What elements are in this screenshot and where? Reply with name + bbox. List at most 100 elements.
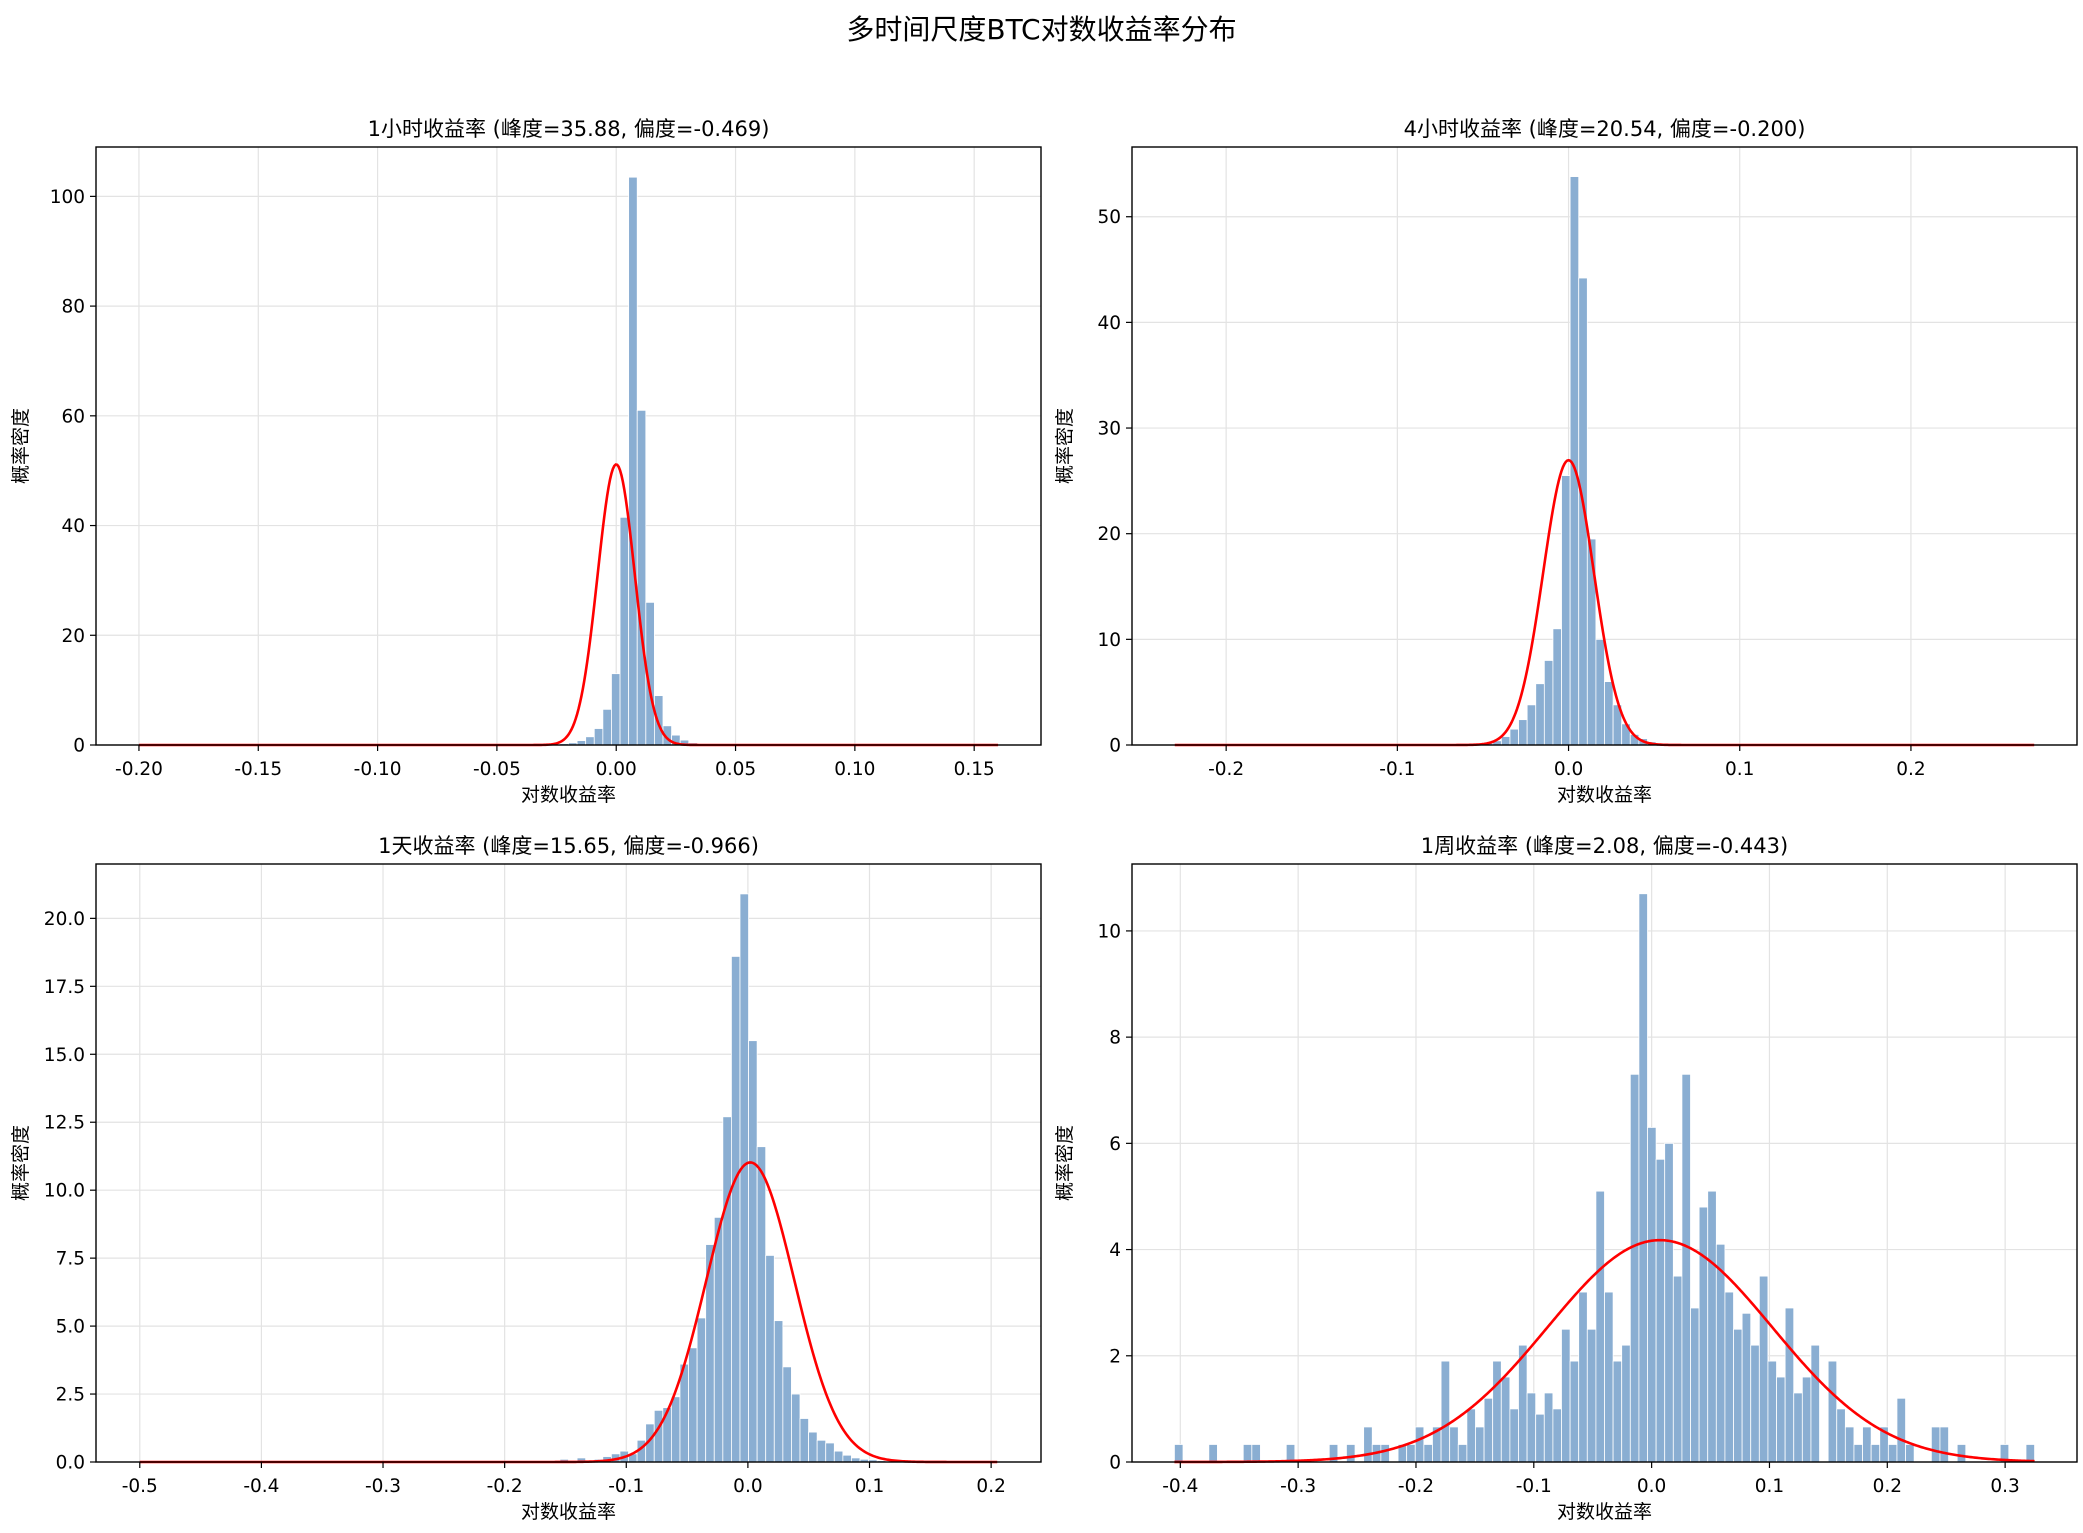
histogram-bar — [765, 1255, 775, 1463]
x-tick-label: 0.0 — [1554, 759, 1583, 780]
x-tick-label: 0.0 — [1637, 1476, 1666, 1497]
histogram-bar — [585, 736, 595, 746]
x-tick-label: 0.1 — [855, 1476, 884, 1497]
histogram-bar — [1905, 1444, 1915, 1463]
x-tick-label: -0.1 — [608, 1476, 644, 1497]
histogram-bar — [602, 708, 612, 746]
subplot-1d-returns: -0.5 -0.4 -0.3 -0.2 -0.1 0.0 0.1 0.2 0.0 2.5 5.0 7.… — [10, 834, 1042, 1523]
subplot-title: 1小时收益率 (峰度=35.88, 偏度=-0.469) — [368, 117, 770, 141]
histogram-bar — [1793, 1392, 1803, 1463]
x-axis-label: 对数收益率 — [1557, 784, 1652, 806]
x-tick-label: -0.3 — [1280, 1476, 1316, 1497]
histogram-bar — [739, 893, 749, 1463]
histogram-bar — [748, 1040, 758, 1463]
normal-fit-curve — [1174, 1238, 2035, 1464]
y-tick-label: 80 — [61, 297, 85, 318]
histogram-bar — [1715, 1243, 1726, 1463]
x-tick-label: -0.2 — [1398, 1476, 1434, 1497]
histogram-bar — [1707, 1190, 1717, 1463]
histogram-bar — [1363, 1426, 1373, 1463]
y-tick-label: 10 — [1097, 630, 1121, 651]
histogram-bar — [808, 1431, 818, 1463]
histogram-bar — [1526, 1392, 1537, 1463]
histogram-bar — [1543, 1392, 1554, 1463]
subplot-4h-returns: -0.2 -0.1 0.0 0.1 0.2 0 10 20 30 40 50 4小时收益率 (峰度=2… — [1054, 117, 2078, 806]
y-tick-label: 12.5 — [44, 1113, 85, 1134]
histogram-bar — [1767, 1360, 1777, 1463]
subplot-title: 1天收益率 (峰度=15.65, 偏度=-0.966) — [378, 834, 759, 858]
histogram-bar — [1509, 1408, 1519, 1463]
axes-frame — [1131, 863, 2078, 1463]
histogram-bar — [1543, 660, 1554, 746]
x-tick-label: 0.10 — [834, 759, 875, 780]
x-tick-label: -0.10 — [354, 759, 402, 780]
subplot-1w-returns: -0.4 -0.3 -0.2 -0.1 0.0 0.1 0.2 0.3 0 2 4 6 8 10 1周收益率… — [1054, 834, 2078, 1523]
histogram-bar — [1552, 1408, 1562, 1463]
histogram-bar — [1758, 1275, 1769, 1463]
histogram-bar — [1500, 736, 1511, 746]
histogram-bar — [1698, 1206, 1709, 1463]
axes-frame — [1131, 146, 2078, 746]
histogram-bar — [1741, 1312, 1752, 1463]
histogram-bar — [1492, 1360, 1502, 1463]
histogram-bar — [611, 673, 621, 746]
histogram-bar — [619, 516, 630, 746]
y-tick-label: 30 — [1097, 419, 1121, 440]
subplot-title: 1周收益率 (峰度=2.08, 偏度=-0.443) — [1421, 834, 1788, 858]
histogram-bar — [1578, 277, 1588, 746]
x-tick-label: -0.2 — [1208, 759, 1244, 780]
y-tick-label: 5.0 — [56, 1317, 85, 1338]
histogram-bar — [593, 728, 604, 746]
histogram-bar — [1810, 1344, 1820, 1463]
histogram-bar — [1561, 475, 1571, 746]
y-tick-label: 10 — [1097, 921, 1121, 942]
histogram-bar — [628, 176, 638, 746]
y-tick-label: 17.5 — [44, 977, 85, 998]
histogram-bar — [679, 1363, 689, 1463]
histogram-bar — [1595, 638, 1605, 746]
x-tick-label: 0.3 — [1990, 1476, 2019, 1497]
histogram-bar — [2025, 1444, 2035, 1463]
histogram-bar — [1621, 1344, 1631, 1463]
histogram-bar — [816, 1439, 827, 1463]
histogram-bar — [1518, 1344, 1528, 1463]
y-tick-label: 0 — [1109, 1453, 1121, 1474]
histogram-bar — [1509, 728, 1519, 746]
histogram-bar — [756, 1146, 767, 1463]
figure-suptitle: 多时间尺度BTC对数收益率分布 — [846, 13, 1237, 46]
histogram-bar — [1750, 1344, 1760, 1463]
histogram-bar — [1896, 1397, 1906, 1463]
y-tick-label: 15.0 — [44, 1045, 85, 1066]
histogram-bar — [1535, 1413, 1545, 1463]
histogram-bar — [722, 1116, 732, 1463]
histogram-bar — [1242, 1444, 1253, 1463]
histogram-bar — [1681, 1073, 1691, 1463]
histogram-bar — [825, 1442, 835, 1463]
x-tick-label: -0.3 — [365, 1476, 401, 1497]
y-tick-label: 20 — [1097, 524, 1121, 545]
histogram-bar — [1578, 1291, 1588, 1463]
histogram-bar — [1853, 1444, 1863, 1463]
axes-frame — [95, 863, 1042, 1463]
histogram-bar — [1414, 1426, 1425, 1463]
histogram-bar — [1569, 1360, 1580, 1463]
x-tick-label: -0.4 — [1162, 1476, 1198, 1497]
x-tick-label: -0.1 — [1379, 759, 1415, 780]
histogram-bar — [773, 1320, 784, 1463]
histogram-bar — [1604, 681, 1614, 746]
histogram-bar — [1406, 1444, 1416, 1463]
histogram-bar — [1552, 628, 1562, 746]
histogram-bar — [1776, 1376, 1786, 1463]
histogram-bar — [1526, 704, 1537, 746]
subplot-1h-returns: -0.20 -0.15 -0.10 -0.05 0.00 0.05 0.10 0.15 0 20 4… — [10, 117, 1042, 806]
histogram-bar — [1724, 1291, 1734, 1463]
y-tick-label: 7.5 — [56, 1249, 85, 1270]
histogram-bar — [1518, 719, 1528, 746]
histogram-bar — [1784, 1307, 1795, 1463]
x-axis-label: 对数收益率 — [521, 1501, 616, 1523]
x-tick-label: 0.1 — [1755, 1476, 1784, 1497]
histogram-bar — [1862, 1426, 1872, 1463]
histogram-bar — [1475, 1426, 1485, 1463]
x-tick-label: -0.20 — [115, 759, 163, 780]
